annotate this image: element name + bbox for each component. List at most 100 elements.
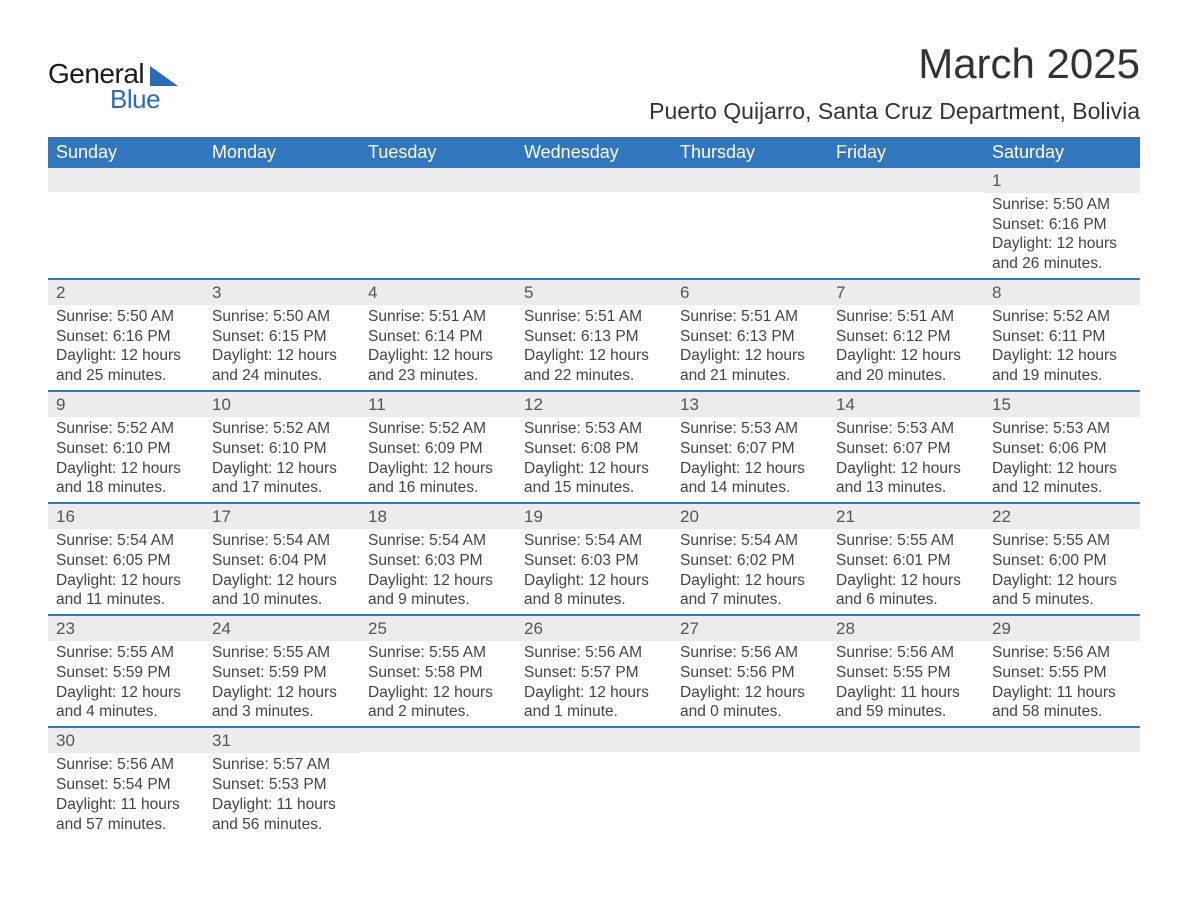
- day-number: 27: [672, 616, 828, 641]
- day-details: Sunrise: 5:56 AMSunset: 5:54 PMDaylight:…: [48, 753, 204, 838]
- daylight-text: Daylight: 12 hours and 14 minutes.: [680, 459, 820, 499]
- sunset-text: Sunset: 5:53 PM: [212, 775, 352, 795]
- sunset-text: Sunset: 6:13 PM: [680, 327, 820, 347]
- day-details: Sunrise: 5:54 AMSunset: 6:03 PMDaylight:…: [516, 529, 672, 614]
- calendar-cell: 28Sunrise: 5:56 AMSunset: 5:55 PMDayligh…: [828, 615, 984, 727]
- daylight-text: Daylight: 12 hours and 19 minutes.: [992, 346, 1132, 386]
- sunset-text: Sunset: 6:03 PM: [368, 551, 508, 571]
- calendar-cell-empty: [828, 168, 984, 279]
- daylight-text: Daylight: 12 hours and 4 minutes.: [56, 683, 196, 723]
- sunrise-text: Sunrise: 5:55 AM: [992, 531, 1132, 551]
- day-details: Sunrise: 5:52 AMSunset: 6:11 PMDaylight:…: [984, 305, 1140, 390]
- day-details: Sunrise: 5:56 AMSunset: 5:55 PMDaylight:…: [828, 641, 984, 726]
- sunset-text: Sunset: 6:10 PM: [56, 439, 196, 459]
- day-number: 2: [48, 280, 204, 305]
- day-details: Sunrise: 5:52 AMSunset: 6:10 PMDaylight:…: [204, 417, 360, 502]
- calendar-cell: 12Sunrise: 5:53 AMSunset: 6:08 PMDayligh…: [516, 391, 672, 503]
- day-number-empty: [984, 728, 1140, 752]
- sunrise-text: Sunrise: 5:51 AM: [836, 307, 976, 327]
- sunset-text: Sunset: 6:16 PM: [992, 215, 1132, 235]
- sunrise-text: Sunrise: 5:53 AM: [680, 419, 820, 439]
- day-details: Sunrise: 5:54 AMSunset: 6:03 PMDaylight:…: [360, 529, 516, 614]
- location-subtitle: Puerto Quijarro, Santa Cruz Department, …: [649, 98, 1140, 125]
- day-number-empty: [672, 168, 828, 192]
- calendar-row: 1Sunrise: 5:50 AMSunset: 6:16 PMDaylight…: [48, 168, 1140, 279]
- sunset-text: Sunset: 6:13 PM: [524, 327, 664, 347]
- day-number: 21: [828, 504, 984, 529]
- day-details: Sunrise: 5:56 AMSunset: 5:57 PMDaylight:…: [516, 641, 672, 726]
- calendar-cell: 2Sunrise: 5:50 AMSunset: 6:16 PMDaylight…: [48, 279, 204, 391]
- day-number: 17: [204, 504, 360, 529]
- day-details: Sunrise: 5:55 AMSunset: 5:58 PMDaylight:…: [360, 641, 516, 726]
- calendar-cell: 4Sunrise: 5:51 AMSunset: 6:14 PMDaylight…: [360, 279, 516, 391]
- day-number-empty: [828, 168, 984, 192]
- daylight-text: Daylight: 12 hours and 20 minutes.: [836, 346, 976, 386]
- day-number: 19: [516, 504, 672, 529]
- daylight-text: Daylight: 12 hours and 0 minutes.: [680, 683, 820, 723]
- day-number: 13: [672, 392, 828, 417]
- daylight-text: Daylight: 12 hours and 7 minutes.: [680, 571, 820, 611]
- calendar-cell-empty: [204, 168, 360, 279]
- day-number-empty: [516, 728, 672, 752]
- calendar-row: 16Sunrise: 5:54 AMSunset: 6:05 PMDayligh…: [48, 503, 1140, 615]
- sunrise-text: Sunrise: 5:55 AM: [836, 531, 976, 551]
- day-number-empty: [828, 728, 984, 752]
- day-number: 24: [204, 616, 360, 641]
- daylight-text: Daylight: 12 hours and 5 minutes.: [992, 571, 1132, 611]
- calendar-cell: 9Sunrise: 5:52 AMSunset: 6:10 PMDaylight…: [48, 391, 204, 503]
- sunrise-text: Sunrise: 5:55 AM: [212, 643, 352, 663]
- day-number: 12: [516, 392, 672, 417]
- daylight-text: Daylight: 12 hours and 24 minutes.: [212, 346, 352, 386]
- day-header: Monday: [204, 137, 360, 168]
- day-number: 10: [204, 392, 360, 417]
- page-title: March 2025: [649, 40, 1140, 88]
- day-number: 30: [48, 728, 204, 753]
- sunrise-text: Sunrise: 5:56 AM: [56, 755, 196, 775]
- daylight-text: Daylight: 12 hours and 6 minutes.: [836, 571, 976, 611]
- calendar-cell-empty: [672, 168, 828, 279]
- day-number: 23: [48, 616, 204, 641]
- day-number-empty: [360, 728, 516, 752]
- calendar-row: 2Sunrise: 5:50 AMSunset: 6:16 PMDaylight…: [48, 279, 1140, 391]
- sunset-text: Sunset: 6:12 PM: [836, 327, 976, 347]
- calendar-cell-empty: [48, 168, 204, 279]
- calendar-cell: 20Sunrise: 5:54 AMSunset: 6:02 PMDayligh…: [672, 503, 828, 615]
- day-details: Sunrise: 5:53 AMSunset: 6:06 PMDaylight:…: [984, 417, 1140, 502]
- sunset-text: Sunset: 6:02 PM: [680, 551, 820, 571]
- daylight-text: Daylight: 12 hours and 23 minutes.: [368, 346, 508, 386]
- sunset-text: Sunset: 6:06 PM: [992, 439, 1132, 459]
- calendar-row: 9Sunrise: 5:52 AMSunset: 6:10 PMDaylight…: [48, 391, 1140, 503]
- sunrise-text: Sunrise: 5:54 AM: [56, 531, 196, 551]
- calendar-cell: 1Sunrise: 5:50 AMSunset: 6:16 PMDaylight…: [984, 168, 1140, 279]
- daylight-text: Daylight: 12 hours and 8 minutes.: [524, 571, 664, 611]
- calendar-cell-empty: [516, 168, 672, 279]
- sunset-text: Sunset: 6:07 PM: [680, 439, 820, 459]
- day-details: Sunrise: 5:50 AMSunset: 6:16 PMDaylight:…: [48, 305, 204, 390]
- sunset-text: Sunset: 6:15 PM: [212, 327, 352, 347]
- calendar-cell: 3Sunrise: 5:50 AMSunset: 6:15 PMDaylight…: [204, 279, 360, 391]
- day-details: Sunrise: 5:55 AMSunset: 5:59 PMDaylight:…: [48, 641, 204, 726]
- day-number: 8: [984, 280, 1140, 305]
- day-number: 16: [48, 504, 204, 529]
- day-details: Sunrise: 5:54 AMSunset: 6:04 PMDaylight:…: [204, 529, 360, 614]
- calendar-cell: 10Sunrise: 5:52 AMSunset: 6:10 PMDayligh…: [204, 391, 360, 503]
- calendar-cell-empty: [360, 727, 516, 838]
- calendar-cell: 29Sunrise: 5:56 AMSunset: 5:55 PMDayligh…: [984, 615, 1140, 727]
- day-details: Sunrise: 5:51 AMSunset: 6:13 PMDaylight:…: [516, 305, 672, 390]
- day-details: Sunrise: 5:57 AMSunset: 5:53 PMDaylight:…: [204, 753, 360, 838]
- title-area: March 2025 Puerto Quijarro, Santa Cruz D…: [649, 40, 1140, 125]
- day-header: Thursday: [672, 137, 828, 168]
- daylight-text: Daylight: 12 hours and 17 minutes.: [212, 459, 352, 499]
- daylight-text: Daylight: 12 hours and 21 minutes.: [680, 346, 820, 386]
- calendar-cell: 26Sunrise: 5:56 AMSunset: 5:57 PMDayligh…: [516, 615, 672, 727]
- sunset-text: Sunset: 6:16 PM: [56, 327, 196, 347]
- calendar-table: Sunday Monday Tuesday Wednesday Thursday…: [48, 137, 1140, 838]
- sunrise-text: Sunrise: 5:56 AM: [680, 643, 820, 663]
- sunrise-text: Sunrise: 5:50 AM: [992, 195, 1132, 215]
- daylight-text: Daylight: 11 hours and 56 minutes.: [212, 795, 352, 835]
- logo-text-2: Blue: [110, 84, 178, 115]
- day-details: Sunrise: 5:53 AMSunset: 6:08 PMDaylight:…: [516, 417, 672, 502]
- logo: General Blue: [48, 58, 178, 115]
- day-number: 11: [360, 392, 516, 417]
- day-details: Sunrise: 5:51 AMSunset: 6:13 PMDaylight:…: [672, 305, 828, 390]
